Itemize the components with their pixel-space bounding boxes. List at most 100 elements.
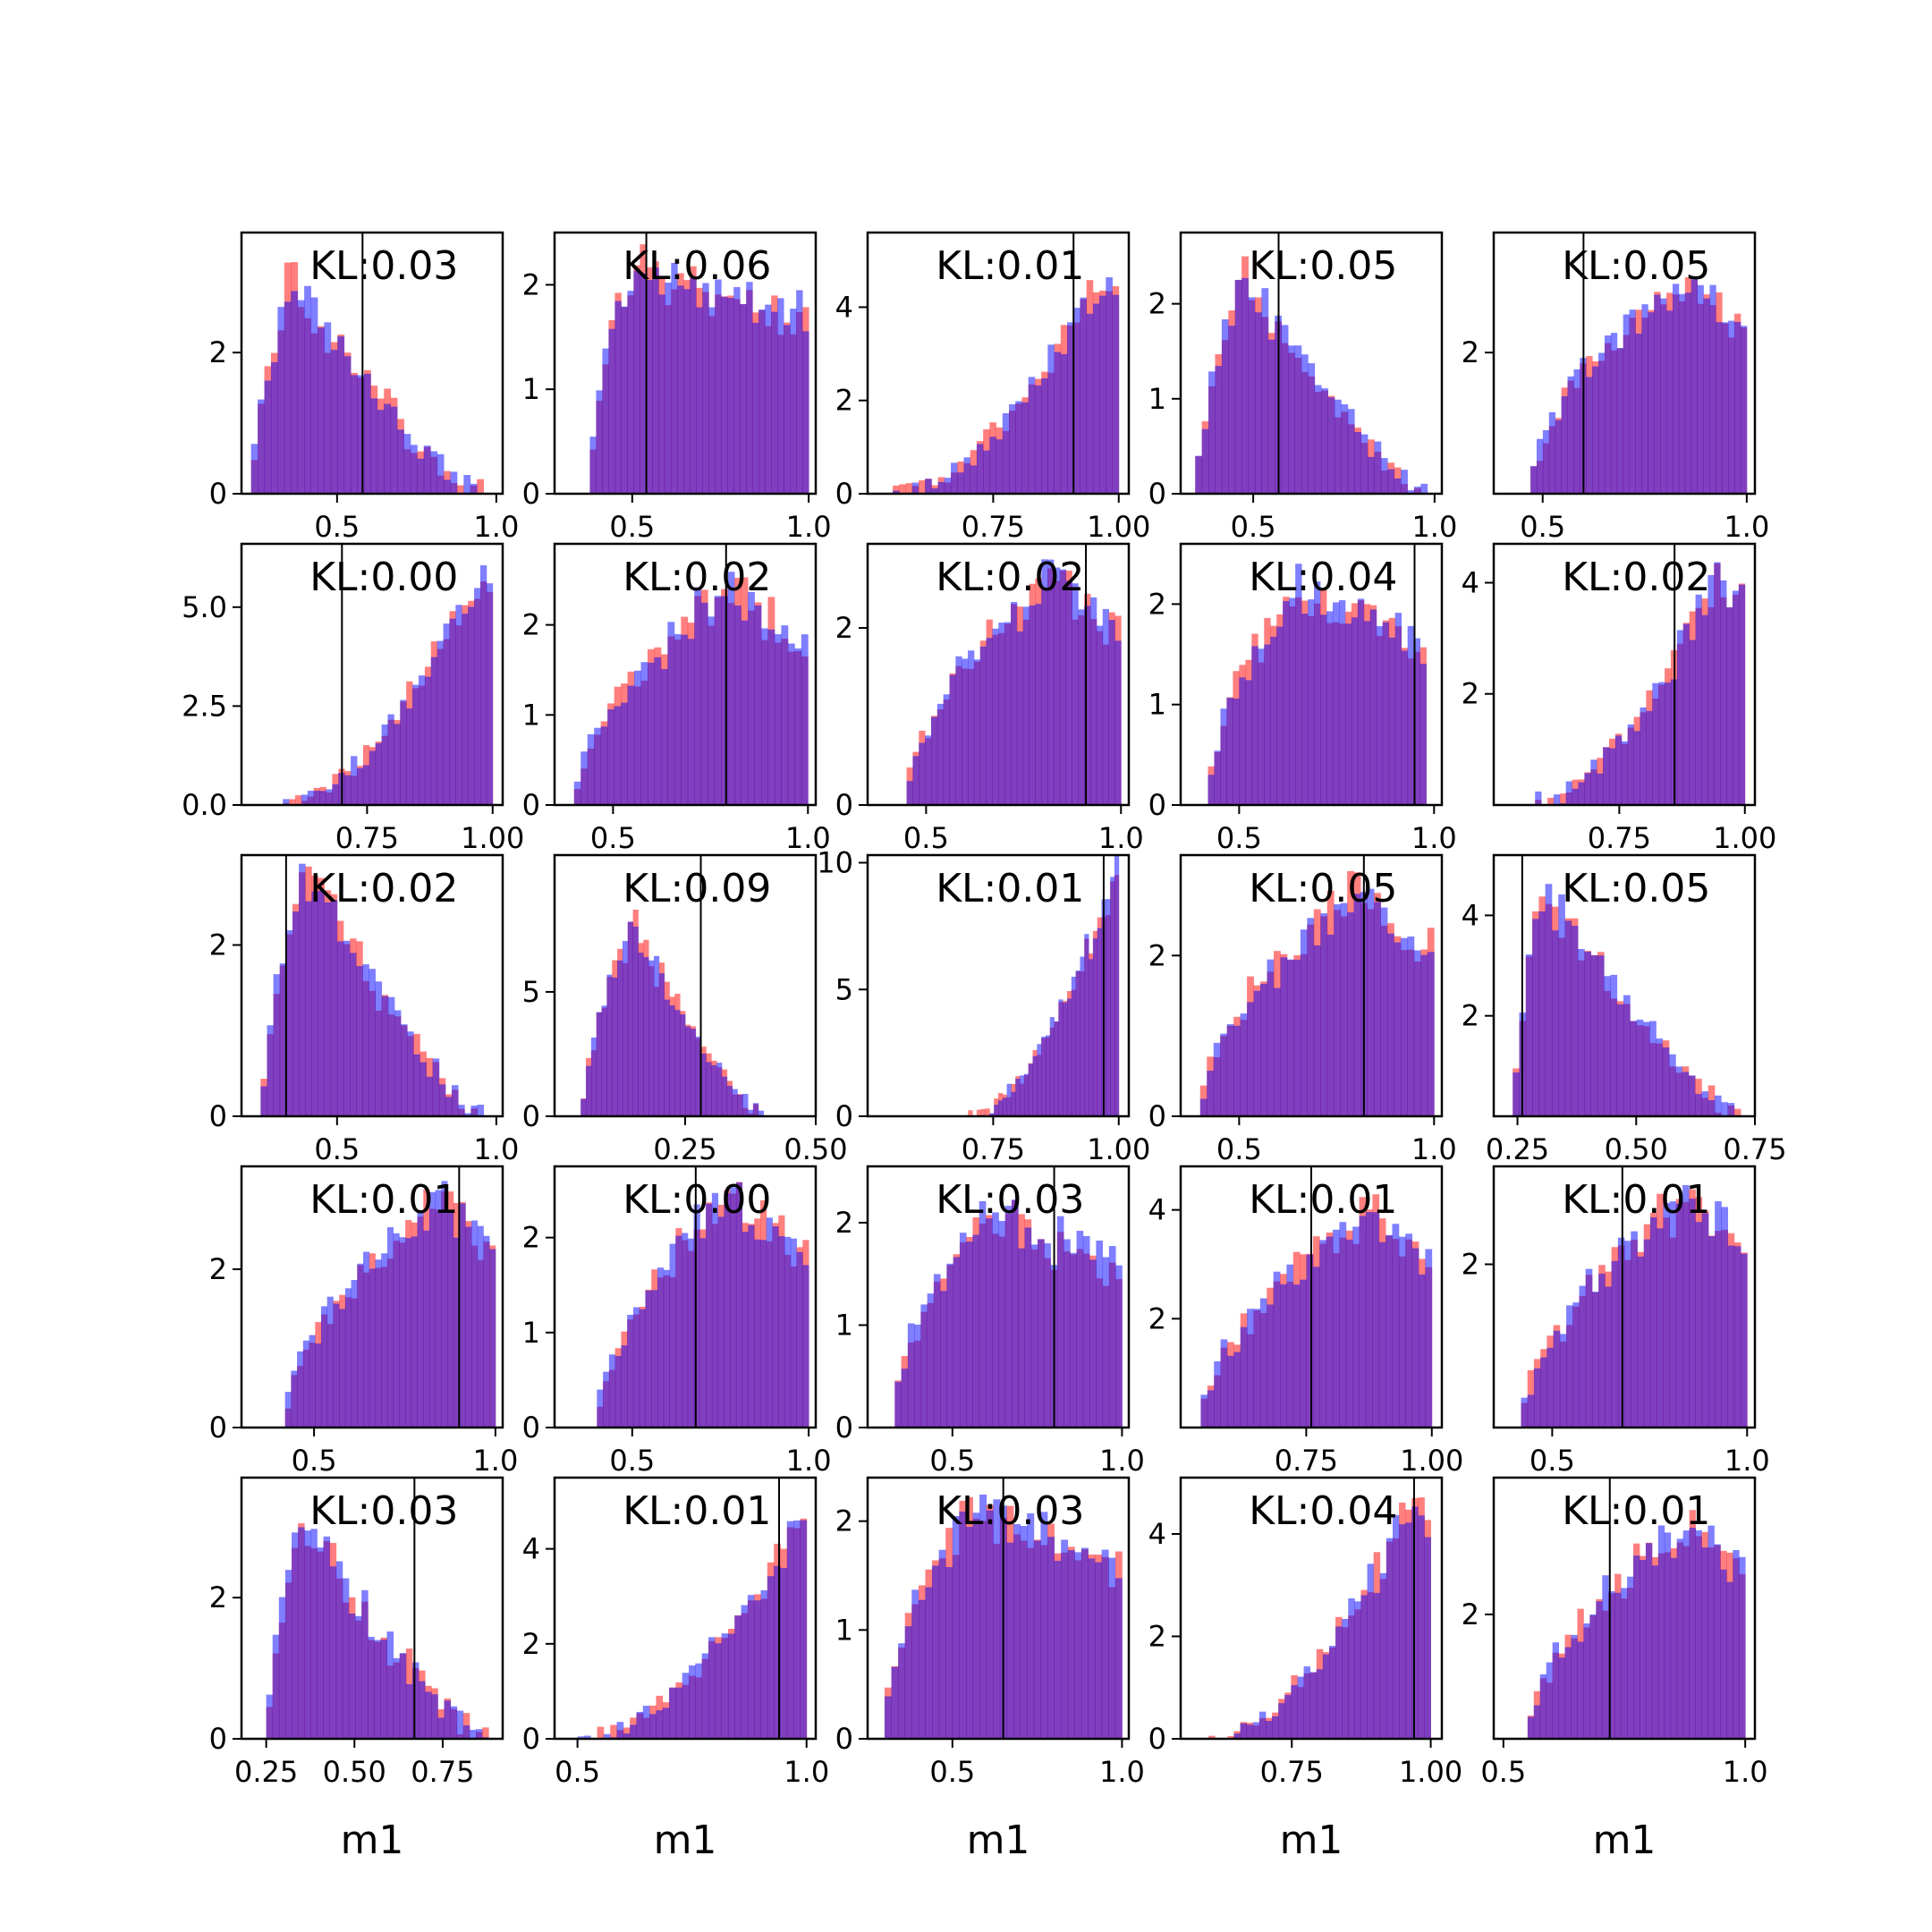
hist-bar-blue (1675, 1066, 1682, 1116)
hist-bar-blue (1722, 322, 1729, 494)
y-tick-label: 0 (1148, 788, 1166, 822)
hist-bar-blue (955, 656, 962, 805)
hist-bar-blue (1714, 1544, 1721, 1739)
hist-bar-blue (1294, 345, 1302, 494)
hist-bar-blue (1367, 1563, 1375, 1739)
hist-bar-blue (1200, 1394, 1208, 1428)
hist-bar-blue (998, 1221, 1006, 1428)
hist-bar-blue (1386, 933, 1394, 1116)
hist-bar-blue (1649, 1021, 1657, 1116)
hist-bar-blue (1590, 759, 1597, 805)
axes-frame (1179, 542, 1444, 807)
hist-bar-blue (351, 1279, 358, 1428)
hist-bar-red (1559, 793, 1567, 805)
hist-bar-blue (1328, 1646, 1336, 1739)
subplot-r3-c4: 0 2 0.5 1.0 KL:0.05 (1148, 853, 1457, 1166)
hist-bar-blue (587, 733, 595, 805)
hist-bar-blue (1646, 710, 1653, 805)
hist-bar-blue (1195, 455, 1203, 494)
hist-bar-blue (1413, 638, 1420, 805)
hist-bar-blue (1407, 936, 1415, 1116)
x-axis-label: m1 (1280, 1818, 1343, 1863)
hist-bar-blue (375, 1259, 382, 1428)
hist-bar-red (597, 1726, 605, 1739)
y-tick-label: 4 (1148, 1193, 1166, 1227)
hist-bar-red (1227, 1736, 1234, 1739)
hist-bar-blue (258, 399, 265, 494)
hist-bar-blue (1682, 1184, 1690, 1428)
hist-bar-blue (754, 605, 762, 805)
kl-label: KL:0.03 (309, 1488, 458, 1534)
hist-bar-blue (621, 1345, 628, 1428)
hist-bar-blue (1281, 325, 1289, 494)
hist-bar-blue (979, 1494, 987, 1739)
hist-bar-blue (1207, 1071, 1215, 1116)
hist-bar-blue (998, 1100, 1004, 1116)
hist-bar-blue (1314, 385, 1322, 494)
hist-bar-blue (1682, 623, 1690, 805)
hist-bar-blue (1721, 1207, 1729, 1428)
hist-bar-blue (458, 1105, 465, 1116)
hist-bar-blue (683, 289, 691, 494)
hist-bar-blue (1596, 1601, 1603, 1739)
hist-bar-blue (998, 623, 1005, 805)
hist-bar-blue (1084, 934, 1089, 1116)
hist-bar-blue (1306, 1254, 1314, 1428)
y-tick-label: 2 (1148, 1301, 1166, 1335)
y-tick-label: 5 (835, 972, 853, 1006)
hist-bar-blue (351, 756, 358, 805)
hist-bar-blue (417, 458, 425, 494)
y-tick-label: 4 (835, 290, 853, 324)
hist-bar-red (295, 795, 302, 805)
y-tick-label: 0 (209, 1722, 227, 1756)
y-tick-label: 0 (522, 1099, 540, 1133)
hist-bar-blue (368, 1636, 375, 1739)
hist-bar-blue (1610, 974, 1618, 1116)
hist-bar-blue (1338, 600, 1346, 805)
hist-bar-blue (577, 1736, 585, 1739)
hist-bar-blue (1009, 404, 1016, 494)
hist-bar-blue (1101, 1549, 1109, 1739)
hist-bar-blue (907, 1323, 915, 1428)
hist-bar-blue (1260, 983, 1267, 1116)
hist-bar-blue (1314, 581, 1321, 805)
hist-bar-blue (777, 298, 784, 494)
hist-bar-blue (1327, 397, 1335, 494)
hist-bar-blue (470, 1106, 478, 1116)
x-tick-label: 0.25 (234, 1755, 298, 1789)
axes-frame (553, 1476, 818, 1741)
hist-bar-blue (1308, 599, 1315, 805)
hist-bar-blue (765, 304, 772, 494)
hist-bar-blue (1044, 1243, 1051, 1428)
hist-bar-blue (477, 1105, 485, 1116)
hist-bar-blue (1630, 1021, 1637, 1116)
x-axis-label: m1 (341, 1818, 404, 1863)
y-tick-label: 2 (209, 928, 227, 962)
hist-bar-blue (962, 658, 969, 805)
hist-bar-blue (1207, 1390, 1215, 1428)
hist-bar-blue (1382, 622, 1390, 805)
hist-bar-blue (1208, 775, 1215, 805)
hist-bar-blue (957, 472, 964, 494)
hist-bar-blue (693, 1204, 700, 1428)
subplot-r1-c3: 0 2 4 0.75 1.00 KL:0.01 (835, 231, 1150, 544)
hist-bar-blue (1201, 428, 1209, 494)
hist-bar-blue (1276, 626, 1284, 805)
hist-bar-blue (1108, 1246, 1116, 1428)
kl-label: KL:0.02 (623, 555, 771, 600)
hist-bar-blue (727, 1633, 735, 1739)
hist-bar-blue (304, 1530, 311, 1739)
hist-bar-blue (377, 410, 385, 494)
hist-bar-blue (1635, 333, 1642, 494)
hist-bar-blue (1695, 594, 1702, 805)
hist-bar-blue (430, 657, 438, 805)
hist-bar-blue (1070, 1252, 1077, 1428)
hist-bar-blue (343, 356, 352, 494)
hist-bar-blue (674, 1010, 681, 1116)
y-tick-label: 10 (817, 846, 853, 880)
hist-bar-blue (1080, 1547, 1089, 1739)
hist-bar-blue (986, 638, 993, 805)
hist-bar-blue (1054, 352, 1062, 494)
hist-bar-blue (1072, 583, 1079, 805)
x-tick-label: 1.0 (786, 510, 832, 544)
